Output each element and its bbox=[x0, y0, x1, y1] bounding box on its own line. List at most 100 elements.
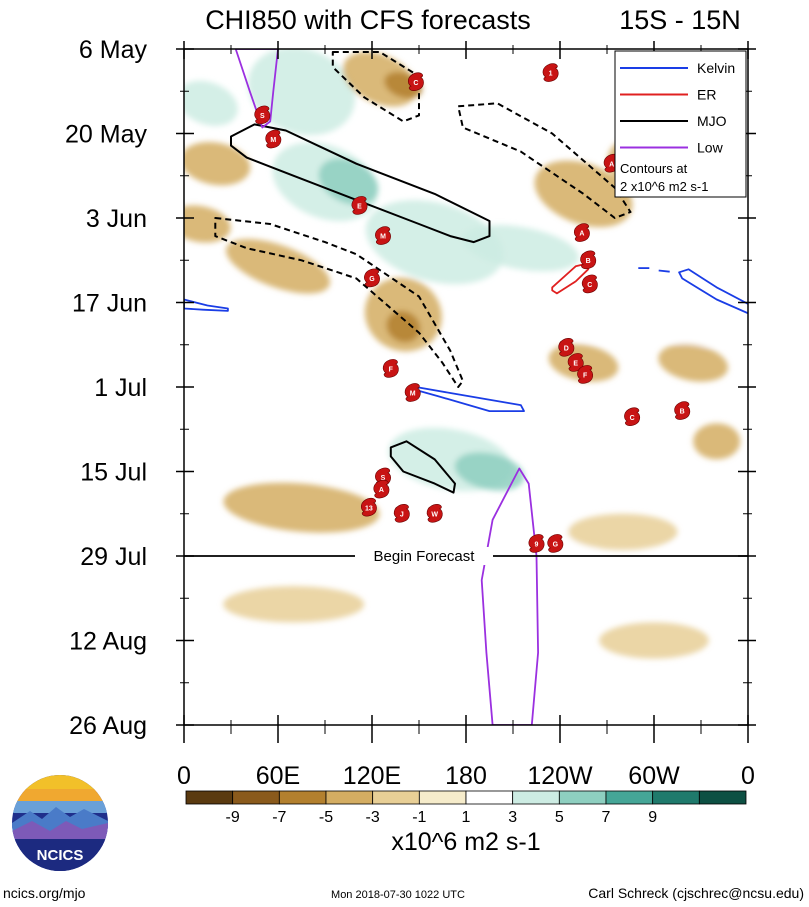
storm-label: B bbox=[680, 409, 685, 416]
storm-label: C bbox=[630, 415, 635, 422]
colorbar-swatch bbox=[605, 790, 654, 805]
legend-note-line1: Contours at bbox=[620, 161, 688, 176]
storm-label: E bbox=[573, 361, 578, 368]
anomaly-patch bbox=[184, 80, 238, 126]
anomaly-patch bbox=[318, 158, 379, 206]
storm-marker: J bbox=[393, 504, 410, 523]
legend-box bbox=[614, 50, 747, 198]
storm-label: F bbox=[389, 367, 394, 374]
storm-marker: G bbox=[364, 268, 380, 288]
storm-label: A bbox=[379, 487, 384, 494]
anomaly-patch bbox=[223, 482, 380, 533]
storm-label: M bbox=[410, 391, 416, 398]
colorbar-tick-label: -9 bbox=[226, 809, 240, 826]
storm-label: D bbox=[564, 345, 569, 352]
colorbar-swatch bbox=[698, 790, 747, 805]
storm-icon-core bbox=[268, 134, 279, 145]
anomaly-patch bbox=[247, 49, 356, 136]
footer-credit: Carl Schreck (cjschrec@ncsu.edu) bbox=[588, 885, 804, 901]
anomaly-fill-layer bbox=[184, 49, 741, 698]
colorbar-tick-label: -7 bbox=[272, 809, 286, 826]
storm-marker: C bbox=[624, 407, 641, 426]
anomaly-patch bbox=[599, 452, 678, 491]
y-tick-label: 1 Jul bbox=[94, 374, 147, 402]
y-tick-label: 3 Jun bbox=[86, 205, 147, 233]
storm-icon-core bbox=[576, 228, 587, 239]
anomaly-patch bbox=[658, 344, 729, 382]
x-tick-label: 0 bbox=[177, 762, 191, 790]
anomaly-patch bbox=[309, 410, 403, 461]
storm-label: G bbox=[369, 276, 375, 283]
storm-marker: A bbox=[573, 223, 590, 242]
colorbar-units-label: x10^6 m2 s-1 bbox=[391, 828, 540, 856]
storm-label: M bbox=[270, 137, 276, 144]
storm-icon-core bbox=[376, 484, 387, 495]
mjo-contour bbox=[214, 217, 464, 388]
storm-label: J bbox=[400, 511, 404, 518]
storm-marker: B bbox=[674, 401, 691, 420]
x-tick-label: 120E bbox=[343, 762, 401, 790]
x-tick-label: 120W bbox=[527, 762, 593, 790]
mjo-contour bbox=[389, 440, 456, 494]
anomaly-patch bbox=[567, 513, 678, 550]
storm-icon-core bbox=[410, 77, 421, 88]
storm-label: B bbox=[586, 258, 591, 265]
storm-icon-core bbox=[363, 502, 374, 513]
storm-icon-core bbox=[561, 342, 572, 353]
y-axis: 6 May 20 May 3 Jun 17 Jun 1 Jul 15 Jul 29 Jul 1… bbox=[65, 36, 756, 740]
storm-label: S bbox=[381, 475, 386, 482]
colorbar: -9 -7 -5 -3 -1 1 3 5 7 9 bbox=[185, 790, 747, 826]
anomaly-patch bbox=[184, 302, 251, 339]
colorbar-tick-label: -1 bbox=[412, 809, 426, 826]
anomaly-patch bbox=[522, 287, 629, 342]
legend-label: MJO bbox=[697, 113, 727, 129]
storm-label: C bbox=[413, 80, 418, 87]
storm-label: 13 bbox=[365, 505, 373, 512]
colorbar-swatch bbox=[185, 790, 234, 805]
storm-icon-core bbox=[407, 388, 418, 398]
storm-marker: E bbox=[567, 353, 584, 372]
storm-marker: A bbox=[373, 479, 390, 499]
storm-icon-core bbox=[354, 200, 365, 211]
storm-marker: C bbox=[407, 72, 424, 91]
storm-marker: E bbox=[351, 196, 368, 215]
kelvin-contour bbox=[184, 298, 229, 312]
storm-marker: M bbox=[404, 383, 421, 402]
y-tick-label: 15 Jul bbox=[80, 459, 147, 487]
storm-marker: F bbox=[577, 365, 594, 384]
mjo-contour bbox=[457, 102, 632, 219]
y-tick-label: 6 May bbox=[79, 36, 148, 64]
er-contour bbox=[551, 262, 590, 295]
anomaly-patch bbox=[184, 141, 251, 186]
colorbar-swatch bbox=[652, 790, 700, 805]
anomaly-patch bbox=[386, 311, 421, 343]
storm-marker: S bbox=[254, 105, 271, 125]
y-tick-label: 20 May bbox=[65, 121, 147, 149]
low-contour bbox=[480, 467, 539, 725]
storm-label: F bbox=[583, 373, 588, 380]
storm-marker: C bbox=[581, 274, 598, 294]
x-tick-label: 60E bbox=[256, 762, 300, 790]
legend-label: Kelvin bbox=[697, 60, 735, 76]
storm-marker: 1 bbox=[542, 63, 559, 82]
colorbar-swatch bbox=[465, 790, 514, 805]
storm-icon-core bbox=[378, 231, 388, 242]
storm-label: A bbox=[579, 231, 584, 238]
colorbar-tick-label: 1 bbox=[462, 809, 471, 826]
storm-icon-core bbox=[584, 279, 595, 290]
mjo-contour bbox=[230, 123, 491, 244]
storm-icon-core bbox=[531, 538, 542, 549]
forecast-start-marker: Begin Forecast bbox=[184, 547, 748, 565]
anomaly-patch bbox=[454, 452, 525, 491]
x-tick-label: 60W bbox=[628, 762, 680, 790]
storm-marker: 13 bbox=[360, 497, 377, 517]
y-tick-label: 12 Aug bbox=[69, 628, 147, 656]
storm-label: 1 bbox=[549, 71, 553, 78]
storm-label: C bbox=[587, 282, 592, 289]
colorbar-swatch bbox=[278, 790, 327, 805]
contour-layer bbox=[184, 49, 748, 725]
colorbar-swatch bbox=[512, 790, 560, 805]
storm-icon-core bbox=[580, 369, 591, 380]
anomaly-patch bbox=[693, 423, 741, 460]
